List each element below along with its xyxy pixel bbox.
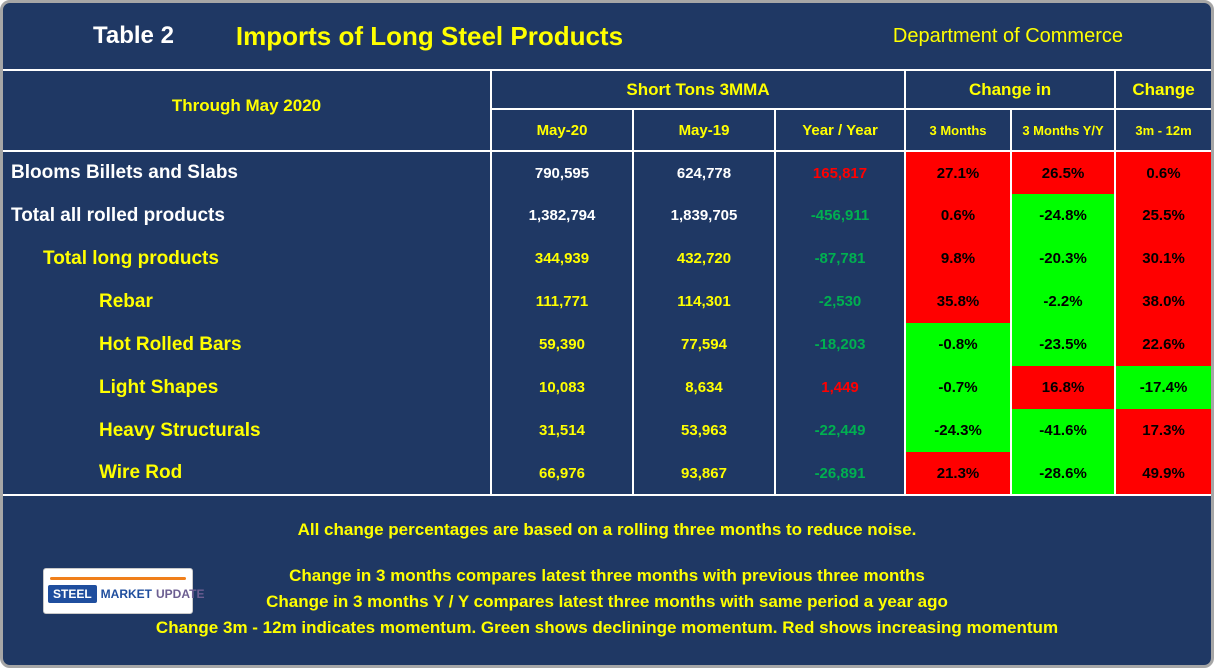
- group-header-row: Through May 2020 Short Tons 3MMA Change …: [3, 71, 1211, 152]
- footer-note-4: Change 3m - 12m indicates momentum. Gree…: [155, 618, 1059, 637]
- group-header-change: Change: [1114, 71, 1211, 110]
- column-header-3m-12m: 3m - 12m: [1114, 109, 1211, 152]
- cell-3-months: 35.8%: [904, 280, 1012, 323]
- table-row: Wire Rod 66,976 93,867 -26,891 21.3% -28…: [3, 452, 1211, 495]
- table-row: Rebar 111,771 114,301 -2,530 35.8% -2.2%…: [3, 280, 1211, 323]
- cell-may20: 790,595: [490, 151, 633, 194]
- cell-may20: 59,390: [490, 323, 633, 366]
- cell-3-months-yy: -28.6%: [1010, 452, 1116, 495]
- cell-may20: 111,771: [490, 280, 633, 323]
- cell-3m-12m: 30.1%: [1114, 237, 1211, 280]
- column-header-3-months: 3 Months: [904, 109, 1012, 152]
- row-header-title: Through May 2020: [3, 71, 491, 152]
- cell-3m-12m: 25.5%: [1114, 194, 1211, 237]
- footer-note-3: Change in 3 months Y / Y compares latest…: [266, 592, 948, 611]
- cell-year-year: -18,203: [773, 323, 906, 366]
- cell-3-months-yy: -24.8%: [1010, 194, 1116, 237]
- cell-year-year: 165,817: [773, 151, 906, 194]
- source-label: Department of Commerce: [892, 24, 1123, 47]
- cell-3-months-yy: 16.8%: [1010, 366, 1116, 409]
- logo-text: STEEL MARKET UPDATE: [48, 585, 204, 603]
- cell-may19: 114,301: [632, 280, 775, 323]
- cell-year-year: -22,449: [773, 409, 906, 452]
- table-row: Total long products 344,939 432,720 -87,…: [3, 237, 1211, 280]
- row-label: Hot Rolled Bars: [99, 333, 242, 355]
- logo-swoosh-icon: [50, 577, 186, 580]
- cell-may20: 66,976: [490, 452, 633, 495]
- footer: All change percentages are based on a ro…: [3, 520, 1211, 665]
- cell-may19: 432,720: [632, 237, 775, 280]
- cell-3m-12m: -17.4%: [1114, 366, 1211, 409]
- cell-3-months-yy: -20.3%: [1010, 237, 1116, 280]
- cell-3m-12m: 38.0%: [1114, 280, 1211, 323]
- cell-3-months: -0.7%: [904, 366, 1012, 409]
- cell-3-months-yy: 26.5%: [1010, 151, 1116, 194]
- row-label: Rebar: [99, 290, 153, 312]
- table-row: Total all rolled products 1,382,794 1,83…: [3, 194, 1211, 237]
- imports-table: Through May 2020 Short Tons 3MMA Change …: [3, 71, 1211, 496]
- cell-may20: 31,514: [490, 409, 633, 452]
- table-header: Through May 2020 Short Tons 3MMA Change …: [3, 71, 1211, 152]
- column-header-row: May-20 May-19 Year / Year 3 Months 3 Mon…: [3, 109, 1211, 152]
- row-label: Blooms Billets and Slabs: [11, 162, 238, 183]
- cell-3-months-yy: -41.6%: [1010, 409, 1116, 452]
- cell-may20: 1,382,794: [490, 194, 633, 237]
- cell-3-months-yy: -2.2%: [1010, 280, 1116, 323]
- column-header-3-months-yy: 3 Months Y/Y: [1010, 109, 1116, 152]
- column-header-may19: May-19: [632, 109, 775, 152]
- cell-may19: 8,634: [632, 366, 775, 409]
- group-header-change-in: Change in: [904, 71, 1116, 110]
- cell-year-year: 1,449: [773, 366, 906, 409]
- footer-note-1: All change percentages are based on a ro…: [297, 520, 917, 539]
- logo-market: MARKET: [100, 587, 152, 601]
- cell-may19: 53,963: [632, 409, 775, 452]
- table-body: Blooms Billets and Slabs 790,595 624,778…: [3, 151, 1211, 495]
- cell-year-year: -87,781: [773, 237, 906, 280]
- group-header-short-tons: Short Tons 3MMA: [489, 71, 906, 110]
- table-label: Table 2: [93, 22, 174, 49]
- cell-3m-12m: 17.3%: [1114, 409, 1211, 452]
- cell-may19: 77,594: [632, 323, 775, 366]
- cell-may19: 93,867: [632, 452, 775, 495]
- cell-3-months: -0.8%: [904, 323, 1012, 366]
- row-label: Heavy Structurals: [99, 419, 261, 441]
- smu-logo: STEEL MARKET UPDATE: [43, 568, 204, 614]
- table-row: Heavy Structurals 31,514 53,963 -22,449 …: [3, 409, 1211, 452]
- cell-may19: 1,839,705: [632, 194, 775, 237]
- cell-3-months: 9.8%: [904, 237, 1012, 280]
- cell-may20: 344,939: [490, 237, 633, 280]
- row-label: Light Shapes: [99, 376, 219, 398]
- column-header-year-year: Year / Year: [773, 109, 906, 152]
- cell-3m-12m: 49.9%: [1114, 452, 1211, 495]
- table-row: Light Shapes 10,083 8,634 1,449 -0.7% 16…: [3, 366, 1211, 409]
- page-title: Imports of Long Steel Products: [235, 20, 624, 51]
- cell-year-year: -2,530: [773, 280, 906, 323]
- cell-3-months: 27.1%: [904, 151, 1012, 194]
- column-header-may20: May-20: [490, 109, 633, 152]
- cell-may19: 624,778: [632, 151, 775, 194]
- cell-3m-12m: 0.6%: [1114, 151, 1211, 194]
- table-row: Blooms Billets and Slabs 790,595 624,778…: [3, 151, 1211, 194]
- cell-3-months: -24.3%: [904, 409, 1012, 452]
- cell-3-months-yy: -23.5%: [1010, 323, 1116, 366]
- cell-3m-12m: 22.6%: [1114, 323, 1211, 366]
- logo-update: UPDATE: [156, 587, 205, 601]
- cell-year-year: -26,891: [773, 452, 906, 495]
- row-label: Total all rolled products: [11, 204, 225, 226]
- logo-steel: STEEL: [48, 585, 97, 603]
- cell-may20: 10,083: [490, 366, 633, 409]
- cell-3-months: 0.6%: [904, 194, 1012, 237]
- cell-year-year: -456,911: [773, 194, 906, 237]
- title-bar: Table 2 Imports of Long Steel Products D…: [3, 3, 1211, 71]
- table-row: Hot Rolled Bars 59,390 77,594 -18,203 -0…: [3, 323, 1211, 366]
- row-label: Wire Rod: [99, 462, 183, 483]
- row-label: Total long products: [43, 247, 219, 269]
- footer-note-2: Change in 3 months compares latest three…: [289, 566, 925, 585]
- cell-3-months: 21.3%: [904, 452, 1012, 495]
